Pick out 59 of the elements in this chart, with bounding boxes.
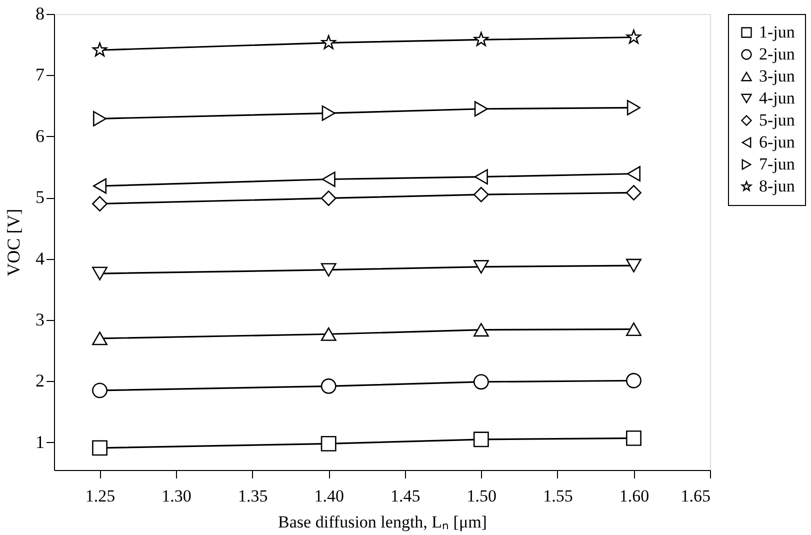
- legend-label: 7-jun: [759, 154, 796, 174]
- x-tick-label: 1.35: [238, 486, 268, 506]
- y-tick-label: 2: [36, 370, 44, 391]
- y-tick-label: 7: [36, 64, 44, 85]
- y-tick-label: 8: [36, 4, 44, 24]
- x-tick-label: 1.50: [466, 486, 497, 506]
- point: [626, 430, 642, 446]
- point: [473, 323, 489, 337]
- x-tick-label: 1.60: [619, 486, 650, 506]
- point: [626, 322, 642, 336]
- point: [92, 382, 108, 398]
- point: [473, 186, 489, 202]
- legend-label: 4-jun: [759, 88, 796, 108]
- point: [92, 266, 108, 280]
- point: [92, 178, 107, 194]
- point: [320, 190, 336, 206]
- point: [626, 258, 642, 272]
- x-tick-label: 1.55: [543, 486, 573, 506]
- legend-label: 8-jun: [759, 176, 796, 196]
- point: [320, 263, 336, 277]
- legend-label: 3-jun: [759, 66, 796, 86]
- point: [474, 32, 489, 46]
- legend-label: 5-jun: [759, 110, 796, 130]
- point: [473, 432, 489, 448]
- y-tick-label: 6: [36, 126, 44, 146]
- legend-label: 1-jun: [759, 22, 796, 42]
- y-tick-label: 4: [36, 248, 44, 268]
- x-tick-label: 1.30: [162, 486, 192, 506]
- point: [92, 196, 108, 212]
- point: [92, 110, 107, 126]
- point: [320, 436, 336, 452]
- point: [322, 105, 336, 121]
- point: [92, 440, 108, 456]
- y-tick-label: 5: [36, 187, 44, 208]
- x-axis-title: Base diffusion length, Lₙ [μm]: [278, 512, 487, 532]
- point: [322, 172, 336, 187]
- point: [474, 169, 488, 185]
- x-tick-label: 1.40: [314, 486, 344, 506]
- point: [321, 35, 336, 50]
- point: [626, 372, 642, 388]
- point: [92, 332, 108, 346]
- point: [473, 374, 489, 390]
- point: [473, 260, 489, 274]
- y-tick-label: 1: [36, 432, 44, 452]
- point: [626, 166, 640, 182]
- point: [92, 42, 108, 56]
- point: [626, 100, 640, 116]
- x-tick-label: 1.25: [85, 486, 116, 506]
- point: [320, 378, 336, 394]
- legend-label: 2-jun: [759, 44, 796, 64]
- x-tick-label: 1.45: [390, 486, 420, 506]
- point: [474, 101, 488, 117]
- point: [320, 327, 336, 341]
- point: [626, 185, 642, 200]
- legend-label: 6-jun: [759, 132, 796, 152]
- y-axis-title: VOC [V]: [4, 208, 24, 276]
- y-tick-label: 3: [36, 310, 44, 330]
- x-tick-label: 1.65: [680, 486, 710, 506]
- point: [626, 30, 642, 44]
